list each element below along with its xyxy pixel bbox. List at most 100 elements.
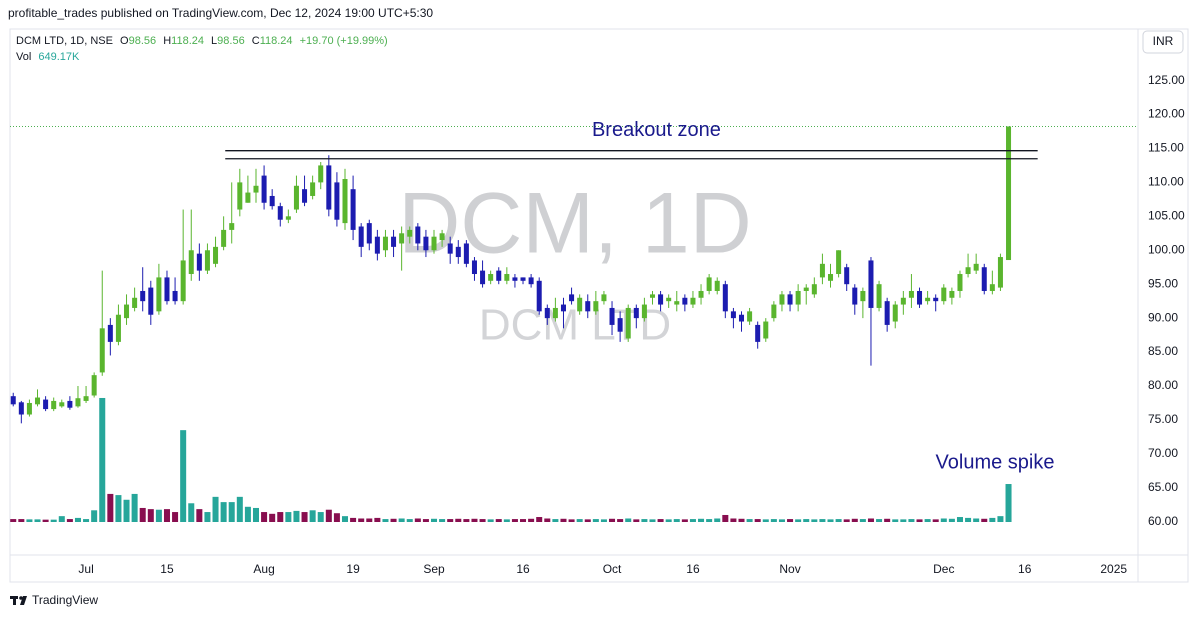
volume-bar: [633, 519, 640, 522]
volume-bar: [358, 518, 365, 522]
volume-bar: [107, 493, 114, 522]
volume-bar: [625, 518, 632, 522]
y-tick-label: 65.00: [1148, 480, 1178, 494]
candle-body: [115, 314, 121, 342]
legend-l-value: 98.56: [217, 35, 245, 47]
volume-bar: [754, 519, 761, 522]
y-tick-label: 125.00: [1148, 73, 1185, 87]
zone-label: Breakout zone: [592, 119, 721, 141]
candle-body: [180, 260, 186, 302]
logo-part: [19, 596, 23, 600]
legend-change: +19.70 (+19.99%): [300, 35, 388, 47]
watermark: DCM, 1D DCM LTD: [398, 176, 752, 350]
volume-bar: [196, 509, 203, 522]
candle-body: [973, 263, 979, 271]
x-tick-label: 19: [346, 562, 360, 576]
watermark-sub: DCM LTD: [479, 301, 671, 350]
candle-body: [658, 294, 664, 305]
candle-body: [140, 290, 146, 302]
volume-bar: [770, 519, 777, 522]
candle-body: [302, 189, 308, 203]
candle-body: [439, 233, 445, 241]
volume-bar: [406, 519, 413, 522]
y-tick-label: 95.00: [1148, 276, 1178, 290]
volume-bar: [188, 503, 195, 522]
candle-body: [269, 195, 275, 207]
candle-body: [706, 277, 712, 291]
currency-box[interactable]: [1142, 30, 1184, 54]
candle-body: [763, 321, 769, 339]
volume-bar: [204, 512, 211, 522]
volume-bar: [228, 502, 235, 522]
volume-bar: [932, 519, 939, 522]
volume-bar: [730, 518, 737, 522]
candle-body: [860, 290, 866, 302]
volume-bar: [471, 518, 478, 522]
volume-bar: [180, 430, 187, 522]
candle-body: [536, 280, 542, 312]
volume-bar: [681, 519, 688, 522]
volume-bar: [414, 518, 421, 522]
volume-bar: [341, 516, 349, 522]
volume-bar: [811, 519, 818, 522]
candle-body: [391, 236, 397, 247]
candle-body: [876, 284, 882, 308]
volume-bar: [568, 519, 575, 522]
volume-bar: [592, 519, 599, 522]
candle-body: [933, 297, 939, 302]
volume-bar: [447, 519, 454, 522]
candle-body: [593, 301, 599, 312]
x-tick-label: Nov: [779, 562, 800, 576]
volume-bar: [317, 512, 324, 522]
volume-bar: [965, 517, 972, 522]
candle-body: [124, 304, 130, 319]
x-tick-label: Aug: [253, 562, 274, 576]
candle-body: [196, 253, 202, 271]
volume-bar: [722, 514, 729, 522]
candle-body: [512, 277, 518, 281]
volume-bar: [479, 519, 486, 522]
x-tick-label: 15: [160, 562, 174, 576]
volume-bar: [366, 518, 373, 522]
candle-body: [836, 250, 842, 275]
volume-bar: [172, 512, 179, 522]
candle-body: [358, 226, 364, 247]
candle-body: [609, 307, 615, 325]
candle-body: [156, 277, 162, 312]
volume-bar: [884, 518, 891, 522]
candle-body: [277, 206, 283, 220]
volume-bar: [236, 496, 243, 522]
candle-body: [819, 263, 825, 278]
volume-bar: [252, 507, 259, 522]
volume-bar: [576, 519, 583, 522]
candle-body: [415, 226, 421, 244]
volume-bar: [42, 519, 49, 522]
volume-bar: [803, 519, 810, 522]
volume-bar: [74, 517, 81, 522]
candle-body: [285, 216, 291, 220]
y-tick-label: 120.00: [1148, 107, 1185, 121]
volume-bar: [762, 519, 769, 522]
volume-bar: [617, 519, 624, 522]
candle-body: [480, 270, 486, 285]
volume-bar: [657, 519, 664, 522]
candle-body: [682, 297, 688, 305]
volume-bar: [892, 519, 899, 522]
volume-bar: [487, 519, 494, 522]
candle-body: [399, 233, 405, 244]
volume-bar: [528, 518, 535, 522]
candle-body: [666, 297, 672, 302]
volume-bar: [99, 397, 106, 522]
candle-body: [722, 284, 728, 312]
candle-body: [463, 243, 469, 264]
y-tick-label: 70.00: [1148, 446, 1178, 460]
logo-part: [20, 596, 27, 605]
volume-bar: [649, 519, 656, 522]
candle-body: [585, 301, 591, 312]
y-tick-label: 110.00: [1148, 175, 1184, 189]
candle-body: [350, 189, 356, 230]
candle-body: [868, 260, 874, 308]
volume-bar: [503, 519, 510, 522]
candle-body: [164, 277, 170, 302]
footer-logo: [10, 596, 27, 605]
